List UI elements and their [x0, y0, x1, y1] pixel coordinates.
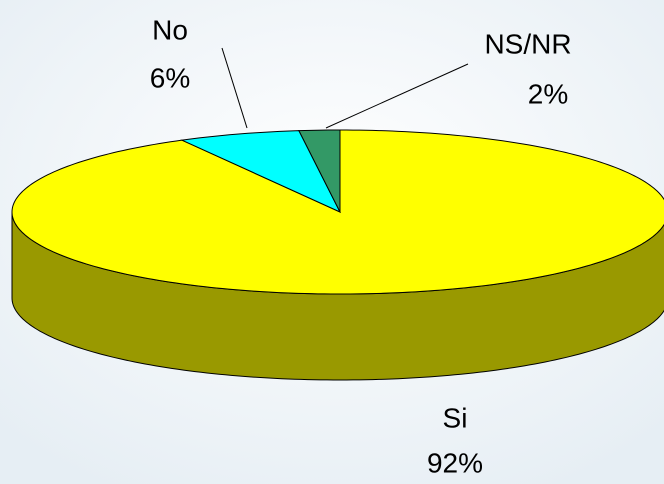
slice-value-label: 92%: [427, 447, 483, 478]
slice: [180, 130, 342, 214]
slice-label: NS/NR: [484, 28, 571, 59]
leader-line: [325, 63, 469, 129]
leader-line: [221, 47, 248, 129]
slice: [298, 129, 341, 213]
slice-label: Si: [443, 402, 468, 433]
slice: [11, 129, 664, 295]
slice-label: No: [152, 14, 188, 45]
slice-value-label: 2%: [528, 78, 568, 109]
slice-value-label: 6%: [150, 62, 190, 93]
